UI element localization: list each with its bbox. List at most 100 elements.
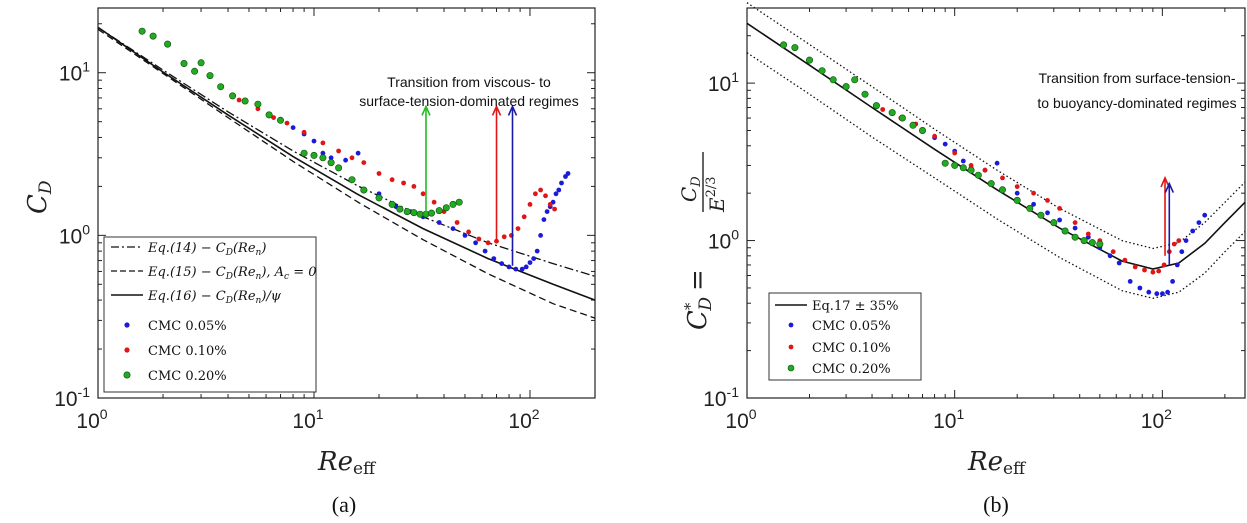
caption-b: (b) xyxy=(983,492,1009,517)
svg-text:C*D=: C*D= xyxy=(681,269,716,330)
data-point-a-s1 xyxy=(431,199,437,205)
data-point-a-s1 xyxy=(284,120,290,126)
x-tick-label-b: 101 xyxy=(933,406,964,433)
legend-b: Eq.17 ± 35% CMC 0.05% CMC 0.10% CMC 0.20… xyxy=(768,292,922,381)
data-point-b-s0 xyxy=(1057,217,1062,223)
data-point-a-s2 xyxy=(455,198,463,206)
data-point-a-s2 xyxy=(449,200,457,208)
data-point-a-s2 xyxy=(229,92,237,100)
data-point-b-s1 xyxy=(1132,264,1138,270)
x-tick-label-b: 102 xyxy=(1141,406,1172,433)
data-point-a-s2 xyxy=(241,97,249,105)
data-point-b-s1 xyxy=(1085,231,1091,237)
data-point-a-s1 xyxy=(521,214,527,220)
data-point-a-s2 xyxy=(149,32,157,40)
data-point-b-s2 xyxy=(842,83,850,91)
data-point-a-s1 xyxy=(485,240,491,246)
data-point-a-s1 xyxy=(552,206,557,212)
data-point-b-s2 xyxy=(1096,240,1104,248)
legend-marker-cmc010-a xyxy=(124,347,130,353)
data-point-a-s0 xyxy=(462,233,468,238)
data-point-a-s1 xyxy=(538,187,543,193)
data-point-a-s1 xyxy=(454,220,460,225)
data-point-b-s1 xyxy=(1176,238,1182,244)
data-point-a-s0 xyxy=(538,233,543,238)
data-point-b-s2 xyxy=(941,159,949,167)
legend-a: Eq.(14) − CD(Ren) Eq.(15) − CD(Ren), Ac … xyxy=(103,236,317,393)
data-point-b-s2 xyxy=(805,56,813,64)
data-point-a-s1 xyxy=(515,226,521,232)
data-point-a-s2 xyxy=(164,40,172,48)
data-point-a-s2 xyxy=(191,67,199,75)
legend-label-eq14: Eq.(14) − CD(Ren) xyxy=(147,241,266,258)
data-point-b-s2 xyxy=(974,171,982,179)
data-point-b-s0 xyxy=(1031,201,1036,207)
data-point-a-s0 xyxy=(556,187,562,193)
legend-label-cmc020-b: CMC 0.20% xyxy=(812,362,891,377)
data-point-a-s0 xyxy=(527,260,533,265)
x-axis-label-b: Reeff xyxy=(967,447,1027,479)
data-point-b-s0 xyxy=(1202,212,1208,218)
data-point-b-s1 xyxy=(1150,269,1156,275)
legend-label-cmc005-b: CMC 0.05% xyxy=(812,319,891,334)
data-point-a-s1 xyxy=(389,177,395,183)
data-point-a-s0 xyxy=(355,150,361,156)
svg-text:CD: CD xyxy=(677,176,704,202)
data-point-a-s1 xyxy=(336,148,341,154)
data-point-a-s1 xyxy=(301,129,307,135)
data-point-b-s1 xyxy=(1072,220,1078,226)
data-point-b-s2 xyxy=(1061,227,1069,235)
annotation-a: Transition from viscous- to surface-tens… xyxy=(359,74,578,109)
data-point-b-s2 xyxy=(1071,233,1079,241)
data-point-a-s2 xyxy=(375,194,383,202)
transition-arrowhead-b-0 xyxy=(1160,175,1170,188)
data-point-b-s2 xyxy=(898,114,906,122)
y-tick-label-b: 101 xyxy=(708,69,739,96)
data-point-a-s2 xyxy=(327,159,335,167)
legend-box-a xyxy=(103,236,317,393)
arrows-a xyxy=(421,104,518,266)
x-tick-label-a: 100 xyxy=(76,406,107,433)
data-point-b-s0 xyxy=(1170,279,1175,284)
data-point-b-s0 xyxy=(1174,262,1180,268)
data-point-b-s0 xyxy=(1190,228,1196,234)
data-point-b-s1 xyxy=(1057,206,1062,211)
data-point-a-s0 xyxy=(450,226,456,232)
data-point-b-s2 xyxy=(872,102,880,110)
data-point-a-s0 xyxy=(343,157,348,163)
annotation-a-line1: Transition from viscous- to xyxy=(387,74,551,90)
data-points-b xyxy=(780,41,1208,297)
y-tick-label-a: 100 xyxy=(59,221,90,248)
data-point-a-s1 xyxy=(543,193,548,199)
panel-a: Transition from viscous- to surface-tens… xyxy=(23,7,596,517)
data-point-b-s0 xyxy=(1154,291,1160,297)
model-line-a-2 xyxy=(97,26,596,301)
data-point-b-s2 xyxy=(780,41,788,49)
data-point-b-s0 xyxy=(1127,279,1133,284)
data-point-a-s2 xyxy=(206,72,214,80)
data-point-a-s2 xyxy=(276,116,284,124)
model-lines-a xyxy=(97,26,596,319)
data-point-b-s0 xyxy=(1137,285,1143,291)
data-point-b-s2 xyxy=(1080,237,1088,245)
data-point-a-s2 xyxy=(416,210,424,218)
data-point-a-s2 xyxy=(427,209,435,217)
data-point-a-s2 xyxy=(442,204,450,212)
data-point-a-s0 xyxy=(531,256,537,261)
data-point-b-s0 xyxy=(1146,289,1152,295)
data-point-b-s2 xyxy=(998,186,1006,194)
data-point-a-s0 xyxy=(553,191,559,197)
data-point-a-s1 xyxy=(501,234,507,240)
data-point-a-s0 xyxy=(491,256,497,261)
data-point-b-s1 xyxy=(1014,184,1020,190)
ticks-a xyxy=(97,8,596,399)
data-point-b-s1 xyxy=(1142,267,1147,273)
data-point-a-s2 xyxy=(217,83,225,91)
data-point-a-s1 xyxy=(411,184,417,189)
svg-text:E2/3: E2/3 xyxy=(704,176,729,213)
data-point-a-s2 xyxy=(180,59,188,67)
annotation-b: Transition from surface-tension- to buoy… xyxy=(1037,70,1236,111)
model-line-a-1 xyxy=(97,28,596,319)
